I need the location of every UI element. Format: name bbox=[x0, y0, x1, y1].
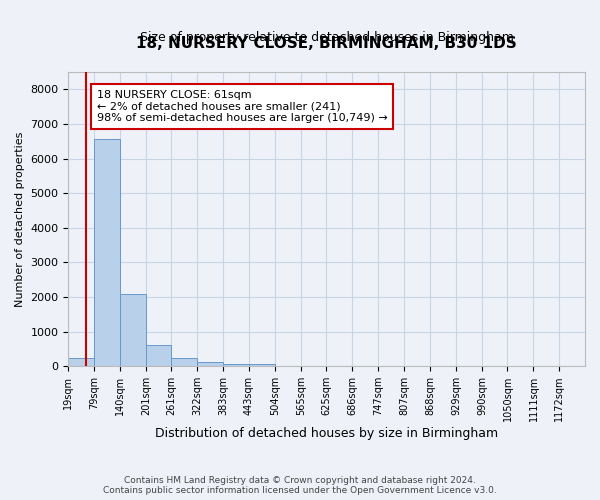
Bar bbox=[223, 364, 249, 366]
Bar bbox=[197, 362, 223, 366]
Bar bbox=[68, 358, 94, 366]
Text: Contains HM Land Registry data © Crown copyright and database right 2024.
Contai: Contains HM Land Registry data © Crown c… bbox=[103, 476, 497, 495]
Title: Size of property relative to detached houses in Birmingham: Size of property relative to detached ho… bbox=[140, 32, 514, 44]
Text: 18, NURSERY CLOSE, BIRMINGHAM, B30 1DS: 18, NURSERY CLOSE, BIRMINGHAM, B30 1DS bbox=[136, 36, 517, 52]
Y-axis label: Number of detached properties: Number of detached properties bbox=[15, 132, 25, 307]
X-axis label: Distribution of detached houses by size in Birmingham: Distribution of detached houses by size … bbox=[155, 427, 498, 440]
Bar bbox=[146, 346, 172, 366]
Bar bbox=[249, 364, 275, 366]
Bar bbox=[94, 140, 120, 366]
Text: 18 NURSERY CLOSE: 61sqm
← 2% of detached houses are smaller (241)
98% of semi-de: 18 NURSERY CLOSE: 61sqm ← 2% of detached… bbox=[97, 90, 387, 123]
Bar bbox=[120, 294, 146, 366]
Bar bbox=[172, 358, 197, 366]
